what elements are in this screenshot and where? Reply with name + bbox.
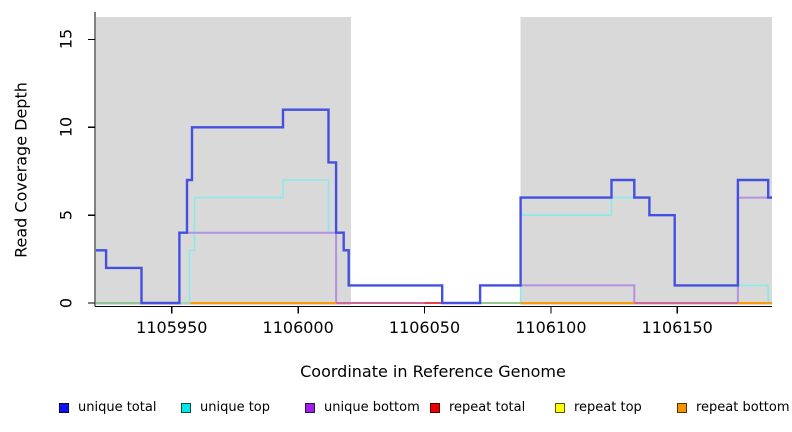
y-axis-title: Read Coverage Depth [11,82,31,258]
y-tick-label: 0 [56,297,76,309]
shaded-region [96,17,352,305]
x-tick-label: 1106100 [515,318,587,337]
x-tick-label: 1106000 [262,318,334,337]
y-tick-label: 5 [56,210,76,221]
y-tick-label: 15 [56,29,76,50]
series-unique-total [96,108,772,305]
x-axis-title: Coordinate in Reference Genome [300,362,566,381]
shaded-region [520,17,772,305]
x-tick-label: 1106050 [388,318,461,337]
x-tick-label: 1105950 [136,318,208,337]
x-tick-label: 1106150 [641,318,713,337]
y-tick-label: 10 [56,117,76,138]
